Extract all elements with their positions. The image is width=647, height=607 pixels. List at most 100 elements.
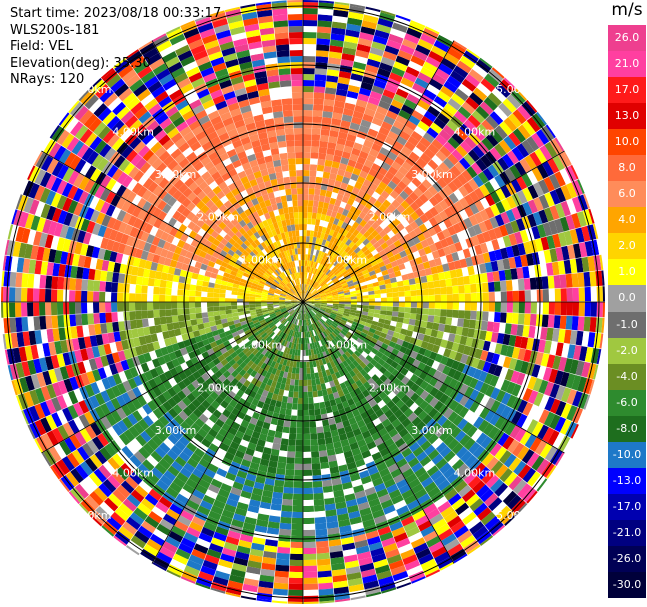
velocity-gate (328, 367, 335, 375)
velocity-gate (255, 292, 262, 296)
velocity-gate (94, 405, 106, 419)
velocity-gate (177, 295, 184, 302)
velocity-gate (371, 382, 380, 391)
velocity-gate (575, 227, 585, 243)
velocity-gate (471, 110, 486, 124)
velocity-gate (529, 313, 537, 326)
velocity-gate (410, 392, 420, 403)
velocity-gate (99, 281, 106, 292)
velocity-gate (2, 255, 7, 271)
velocity-gate (249, 304, 256, 308)
velocity-gate (386, 306, 393, 312)
velocity-gate (320, 297, 327, 300)
velocity-gate (324, 253, 330, 261)
velocity-gate (289, 310, 295, 315)
velocity-gate (273, 307, 280, 310)
velocity-gate (101, 260, 110, 271)
velocity-gate (441, 173, 452, 185)
velocity-gate (392, 120, 405, 131)
velocity-gate (338, 348, 345, 356)
velocity-gate (329, 216, 336, 224)
velocity-gate (321, 283, 328, 288)
velocity-gate (406, 565, 423, 577)
velocity-gate (390, 235, 399, 243)
velocity-gate (430, 122, 443, 134)
velocity-gate (334, 225, 341, 233)
velocity-gate (325, 291, 332, 295)
velocity-gate (311, 134, 321, 141)
velocity-gate (476, 292, 484, 302)
velocity-gate (409, 284, 417, 291)
velocity-gate (559, 274, 567, 288)
velocity-gate (584, 347, 594, 363)
velocity-gate (447, 438, 460, 451)
velocity-gate (400, 548, 416, 560)
velocity-gate (395, 364, 404, 373)
velocity-gate (231, 421, 241, 431)
velocity-gate (134, 530, 150, 544)
velocity-gate (448, 192, 459, 204)
velocity-gate (225, 298, 232, 302)
velocity-gate (39, 302, 46, 316)
velocity-gate (24, 345, 33, 361)
velocity-gate (267, 294, 274, 298)
velocity-gate (349, 79, 362, 88)
velocity-gate (452, 177, 463, 189)
velocity-gate (95, 506, 111, 521)
velocity-gate (438, 199, 449, 211)
velocity-gate (519, 229, 529, 243)
velocity-gate (303, 367, 307, 374)
velocity-gate (305, 319, 308, 326)
velocity-gate (308, 300, 315, 302)
velocity-gate (211, 330, 219, 337)
velocity-gate (82, 325, 90, 337)
velocity-gate (79, 479, 94, 495)
velocity-gate (527, 213, 537, 228)
velocity-gate (286, 360, 291, 367)
velocity-gate (320, 345, 325, 353)
velocity-gate (359, 252, 366, 260)
velocity-gate (163, 411, 174, 423)
velocity-gate (94, 450, 108, 465)
velocity-gate (243, 414, 252, 423)
velocity-gate (206, 302, 214, 307)
velocity-gate (494, 302, 501, 312)
velocity-gate (267, 308, 274, 312)
velocity-gate (602, 286, 605, 302)
velocity-gate (280, 318, 286, 324)
velocity-gate (468, 214, 479, 226)
velocity-gate (347, 84, 360, 94)
velocity-gate (289, 360, 294, 368)
velocity-gate (415, 515, 429, 527)
velocity-gate (339, 278, 346, 283)
velocity-gate (387, 413, 398, 424)
velocity-gate (472, 128, 486, 142)
velocity-gate (292, 324, 296, 331)
velocity-gate (542, 289, 550, 302)
velocity-gate (105, 400, 116, 413)
velocity-gate (310, 260, 314, 268)
velocity-gate (252, 411, 260, 420)
velocity-gate (22, 258, 31, 274)
velocity-gate (437, 112, 450, 125)
velocity-gate (158, 255, 166, 265)
velocity-gate (501, 392, 512, 406)
velocity-gate (427, 185, 438, 196)
velocity-gate (269, 339, 275, 346)
velocity-gate (192, 468, 204, 479)
velocity-gate (271, 393, 279, 401)
velocity-gate (410, 201, 420, 212)
velocity-gate (425, 569, 441, 578)
velocity-gate (303, 427, 310, 434)
velocity-gate (365, 64, 379, 74)
velocity-gate (440, 85, 455, 98)
velocity-gate (555, 342, 564, 357)
velocity-gate (402, 554, 418, 566)
velocity-gate (401, 515, 415, 527)
velocity-gate (225, 404, 235, 413)
velocity-gate (428, 50, 444, 63)
velocity-gate (316, 213, 322, 220)
velocity-gate (351, 352, 359, 360)
velocity-gate (254, 525, 268, 534)
velocity-gate (356, 156, 367, 165)
